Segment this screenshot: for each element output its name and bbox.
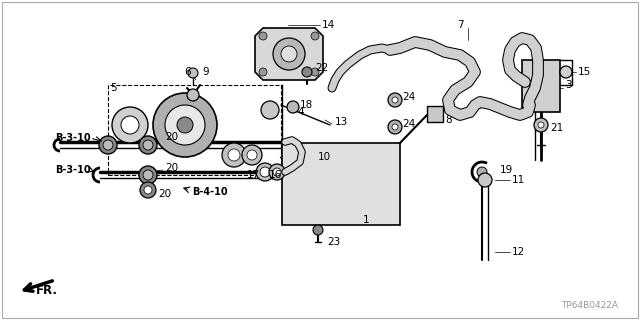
Polygon shape bbox=[255, 28, 323, 80]
Text: 6: 6 bbox=[184, 67, 191, 77]
Circle shape bbox=[112, 107, 148, 143]
Circle shape bbox=[538, 122, 544, 128]
Circle shape bbox=[302, 67, 312, 77]
Circle shape bbox=[143, 140, 153, 150]
Circle shape bbox=[247, 150, 257, 160]
Circle shape bbox=[143, 170, 153, 180]
Text: 19: 19 bbox=[500, 165, 513, 175]
Text: 12: 12 bbox=[512, 247, 525, 257]
Circle shape bbox=[477, 167, 487, 177]
Circle shape bbox=[560, 66, 572, 78]
Circle shape bbox=[392, 97, 398, 103]
Circle shape bbox=[313, 225, 323, 235]
Circle shape bbox=[153, 93, 217, 157]
Circle shape bbox=[103, 140, 113, 150]
Circle shape bbox=[534, 118, 548, 132]
Text: 15: 15 bbox=[578, 67, 591, 77]
Text: 18: 18 bbox=[300, 100, 313, 110]
Circle shape bbox=[99, 136, 117, 154]
Text: 20: 20 bbox=[165, 163, 178, 173]
Text: 8: 8 bbox=[445, 115, 452, 125]
Circle shape bbox=[177, 117, 193, 133]
Bar bbox=[427, 106, 443, 122]
Text: 1: 1 bbox=[363, 215, 370, 225]
Circle shape bbox=[311, 68, 319, 76]
Circle shape bbox=[222, 143, 246, 167]
Bar bbox=[282, 143, 400, 225]
Circle shape bbox=[259, 32, 267, 40]
Text: B-4-10: B-4-10 bbox=[192, 187, 228, 197]
Text: 20: 20 bbox=[158, 189, 171, 199]
Circle shape bbox=[388, 120, 402, 134]
Bar bbox=[108, 85, 281, 175]
Text: 21: 21 bbox=[550, 123, 563, 133]
Text: 2: 2 bbox=[296, 150, 303, 160]
Circle shape bbox=[242, 145, 262, 165]
Text: 11: 11 bbox=[512, 175, 525, 185]
Text: 24: 24 bbox=[402, 119, 415, 129]
Circle shape bbox=[121, 116, 139, 134]
Circle shape bbox=[273, 38, 305, 70]
Text: 13: 13 bbox=[335, 117, 348, 127]
Text: 3: 3 bbox=[565, 80, 572, 90]
Circle shape bbox=[256, 163, 274, 181]
Circle shape bbox=[139, 166, 157, 184]
Circle shape bbox=[281, 46, 297, 62]
Circle shape bbox=[392, 124, 398, 130]
Circle shape bbox=[228, 149, 240, 161]
Circle shape bbox=[269, 164, 285, 180]
Circle shape bbox=[273, 168, 281, 176]
Text: 22: 22 bbox=[315, 63, 328, 73]
Circle shape bbox=[140, 182, 156, 198]
Circle shape bbox=[144, 186, 152, 194]
Text: 10: 10 bbox=[318, 152, 331, 162]
Text: 7: 7 bbox=[457, 20, 463, 30]
Circle shape bbox=[187, 89, 199, 101]
Text: 16: 16 bbox=[269, 170, 282, 180]
Circle shape bbox=[478, 173, 492, 187]
Text: 9: 9 bbox=[202, 67, 209, 77]
Circle shape bbox=[139, 136, 157, 154]
Circle shape bbox=[261, 101, 279, 119]
Text: 5: 5 bbox=[110, 83, 116, 93]
Bar bbox=[522, 60, 560, 112]
Text: B-3-10: B-3-10 bbox=[55, 165, 91, 175]
Circle shape bbox=[388, 93, 402, 107]
Circle shape bbox=[311, 32, 319, 40]
Circle shape bbox=[188, 68, 198, 78]
Circle shape bbox=[259, 68, 267, 76]
Text: 23: 23 bbox=[327, 237, 340, 247]
Text: 20: 20 bbox=[165, 132, 178, 142]
Text: 24: 24 bbox=[402, 92, 415, 102]
Text: TP64B0422A: TP64B0422A bbox=[561, 300, 618, 309]
Text: FR.: FR. bbox=[36, 284, 58, 297]
Text: B-3-10: B-3-10 bbox=[55, 133, 91, 143]
Circle shape bbox=[287, 101, 299, 113]
Circle shape bbox=[260, 167, 270, 177]
Text: 14: 14 bbox=[322, 20, 335, 30]
Circle shape bbox=[165, 105, 205, 145]
Text: 17: 17 bbox=[247, 170, 260, 180]
Text: 4: 4 bbox=[297, 107, 303, 117]
